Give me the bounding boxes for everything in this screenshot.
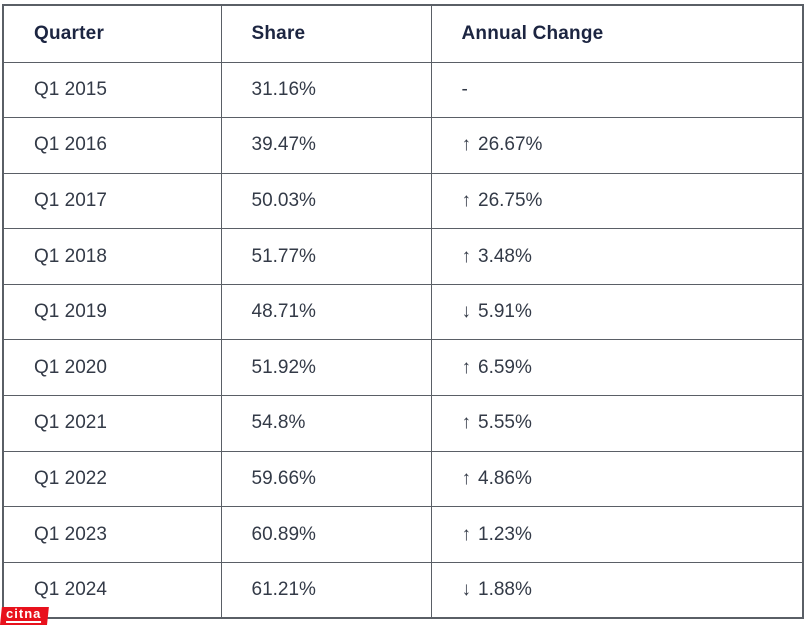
annual-change-value: 6.59%: [478, 356, 532, 378]
quarter-cell: Q1 2021: [2, 395, 222, 452]
share-cell: 39.47%: [220, 117, 432, 174]
annual-change-cell: ↑ 5.55%: [430, 395, 804, 452]
annual-change-value: 3.48%: [478, 245, 532, 267]
up-arrow-icon: ↑: [461, 189, 472, 211]
market-share-table: Quarter Share Annual Change Q1 2015 31.16…: [2, 4, 804, 619]
annual-change-value: -: [461, 78, 468, 100]
annual-change-value: 1.23%: [478, 523, 532, 545]
quarter-cell: Q1 2017: [2, 172, 222, 230]
table-row: Q1 2020 51.92% ↑ 6.59%: [2, 339, 804, 397]
quarter-cell: Q1 2023: [2, 506, 222, 563]
up-arrow-icon: ↑: [461, 356, 472, 378]
share-cell: 51.92%: [220, 339, 432, 397]
share-value: 61.21%: [251, 578, 316, 600]
up-arrow-icon: ↑: [461, 523, 472, 545]
annual-change-cell: ↑ 3.48%: [430, 228, 804, 285]
share-cell: 59.66%: [220, 450, 432, 508]
table-row: Q1 2017 50.03% ↑ 26.75%: [2, 172, 804, 230]
share-cell: 61.21%: [220, 561, 432, 619]
share-value: 31.16%: [251, 78, 316, 100]
up-arrow-icon: ↑: [461, 245, 472, 267]
quarter-label: Q1 2015: [34, 78, 107, 100]
table-row: Q1 2022 59.66% ↑ 4.86%: [2, 450, 804, 508]
column-header-annual-change: Annual Change: [430, 4, 804, 63]
share-value: 51.92%: [251, 356, 316, 378]
share-value: 59.66%: [251, 467, 316, 489]
table-row: Q1 2018 51.77% ↑ 3.48%: [2, 228, 804, 285]
citna-logo-text: citna: [6, 606, 42, 623]
share-value: 60.89%: [251, 523, 316, 545]
share-value: 51.77%: [251, 245, 316, 267]
annual-change-cell: ↑ 26.75%: [430, 172, 804, 230]
table-row: Q1 2015 31.16% -: [2, 61, 804, 119]
quarter-label: Q1 2024: [34, 578, 107, 600]
annual-change-value: 5.91%: [478, 301, 532, 323]
annual-change-cell: ↑ 4.86%: [430, 450, 804, 508]
share-cell: 60.89%: [220, 506, 432, 563]
share-cell: 50.03%: [220, 172, 432, 230]
up-arrow-icon: ↑: [461, 412, 472, 434]
quarter-label: Q1 2019: [34, 301, 107, 323]
column-header-quarter: Quarter: [2, 4, 222, 63]
annual-change-value: 26.67%: [478, 134, 543, 156]
table-row: Q1 2019 48.71% ↓ 5.91%: [2, 283, 804, 341]
share-cell: 31.16%: [220, 61, 432, 119]
share-value: 50.03%: [251, 189, 316, 211]
quarter-cell: Q1 2019: [2, 283, 222, 341]
share-value: 39.47%: [251, 134, 316, 156]
share-cell: 54.8%: [220, 395, 432, 452]
share-value: 48.71%: [251, 301, 316, 323]
quarter-label: Q1 2023: [34, 523, 107, 545]
annual-change-cell: ↑ 26.67%: [430, 117, 804, 174]
annual-change-value: 26.75%: [478, 189, 543, 211]
up-arrow-icon: ↑: [461, 467, 472, 489]
down-arrow-icon: ↓: [461, 578, 472, 600]
annual-change-value: 4.86%: [478, 467, 532, 489]
quarter-label: Q1 2018: [34, 245, 107, 267]
annual-change-value: 5.55%: [478, 412, 532, 434]
quarter-label: Q1 2016: [34, 134, 107, 156]
quarter-cell: Q1 2016: [2, 117, 222, 174]
annual-change-cell: ↓ 5.91%: [430, 283, 804, 341]
table-row: Q1 2024 61.21% ↓ 1.88%: [2, 561, 804, 619]
quarter-label: Q1 2021: [34, 412, 107, 434]
quarter-label: Q1 2017: [34, 189, 107, 211]
annual-change-cell: ↑ 6.59%: [430, 339, 804, 397]
quarter-label: Q1 2022: [34, 467, 107, 489]
annual-change-cell: ↓ 1.88%: [430, 561, 804, 619]
quarter-label: Q1 2020: [34, 356, 107, 378]
share-cell: 48.71%: [220, 283, 432, 341]
quarter-cell: Q1 2022: [2, 450, 222, 508]
share-value: 54.8%: [251, 412, 306, 434]
table-header: Quarter Share Annual Change: [2, 4, 804, 63]
up-arrow-icon: ↑: [461, 134, 472, 156]
citna-logo: citna: [0, 606, 50, 625]
quarter-cell: Q1 2018: [2, 228, 222, 285]
quarter-cell: Q1 2015: [2, 61, 222, 119]
share-cell: 51.77%: [220, 228, 432, 285]
annual-change-cell: ↑ 1.23%: [430, 506, 804, 563]
annual-change-value: 1.88%: [478, 578, 532, 600]
annual-change-cell: -: [430, 61, 804, 119]
down-arrow-icon: ↓: [461, 301, 472, 323]
table-row: Q1 2021 54.8% ↑ 5.55%: [2, 395, 804, 452]
table-row: Q1 2016 39.47% ↑ 26.67%: [2, 117, 804, 174]
quarter-cell: Q1 2020: [2, 339, 222, 397]
header-row: Quarter Share Annual Change: [2, 4, 804, 63]
table-row: Q1 2023 60.89% ↑ 1.23%: [2, 506, 804, 563]
column-header-share: Share: [220, 4, 432, 63]
table-body: Q1 2015 31.16% - Q1 2016 39.47% ↑ 26.67% Q1 201…: [2, 61, 804, 619]
